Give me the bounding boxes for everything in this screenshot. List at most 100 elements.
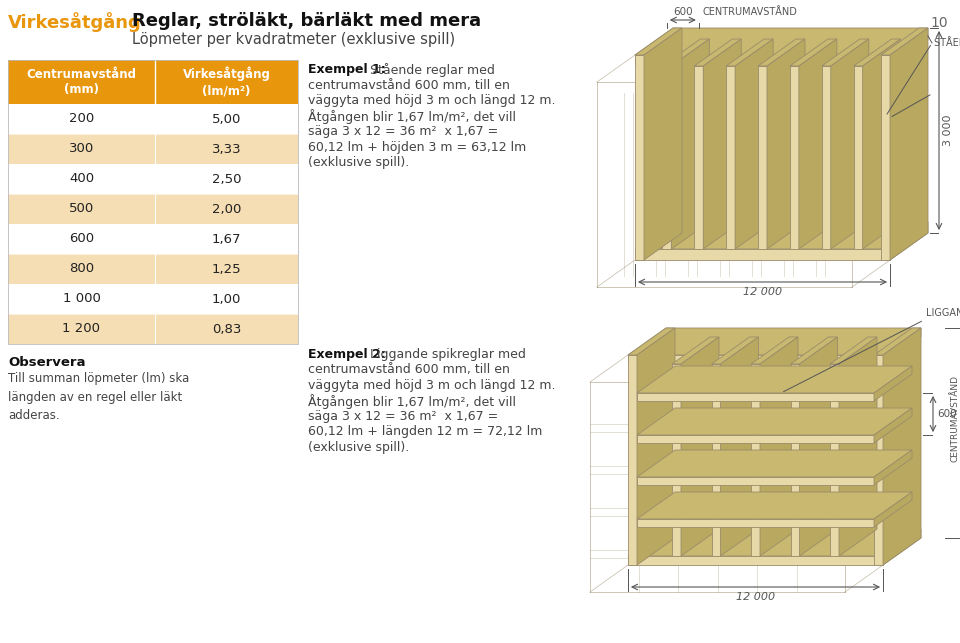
Polygon shape bbox=[635, 222, 928, 249]
Text: Åtgången blir 1,67 lm/m², det vill: Åtgången blir 1,67 lm/m², det vill bbox=[308, 395, 516, 410]
Text: 800: 800 bbox=[69, 262, 94, 275]
Polygon shape bbox=[830, 337, 877, 364]
Polygon shape bbox=[635, 55, 890, 66]
Polygon shape bbox=[839, 337, 877, 556]
Text: säga 3 x 12 = 36 m²  x 1,67 =: säga 3 x 12 = 36 m² x 1,67 = bbox=[308, 410, 498, 423]
Text: CENTRUMAVSTÅND: CENTRUMAVSTÅND bbox=[950, 376, 959, 462]
Polygon shape bbox=[890, 28, 928, 260]
Text: 600: 600 bbox=[673, 7, 692, 17]
Text: 5,00: 5,00 bbox=[212, 113, 241, 125]
Polygon shape bbox=[767, 39, 805, 249]
Text: Löpmeter per kvadratmeter (exklusive spill): Löpmeter per kvadratmeter (exklusive spi… bbox=[132, 32, 455, 47]
Text: väggyta med höjd 3 m och längd 12 m.: väggyta med höjd 3 m och längd 12 m. bbox=[308, 379, 556, 392]
Polygon shape bbox=[635, 55, 644, 260]
Polygon shape bbox=[874, 408, 912, 443]
Polygon shape bbox=[635, 249, 890, 260]
Polygon shape bbox=[863, 39, 900, 249]
Text: 300: 300 bbox=[69, 143, 94, 156]
Bar bbox=[8, 314, 298, 344]
Polygon shape bbox=[758, 66, 767, 249]
Text: (exklusive spill).: (exklusive spill). bbox=[308, 441, 409, 454]
Text: 500: 500 bbox=[69, 203, 94, 215]
Polygon shape bbox=[637, 450, 912, 477]
Polygon shape bbox=[881, 55, 890, 260]
Bar bbox=[8, 194, 298, 224]
Bar bbox=[8, 284, 298, 314]
Polygon shape bbox=[662, 39, 709, 66]
Text: 2,50: 2,50 bbox=[212, 172, 241, 185]
Polygon shape bbox=[822, 39, 869, 66]
Text: 200: 200 bbox=[69, 113, 94, 125]
Polygon shape bbox=[637, 477, 874, 485]
Polygon shape bbox=[721, 337, 758, 556]
Polygon shape bbox=[790, 337, 837, 364]
Polygon shape bbox=[830, 364, 839, 556]
Polygon shape bbox=[628, 529, 921, 556]
Text: 12 000: 12 000 bbox=[743, 287, 782, 297]
Polygon shape bbox=[883, 529, 921, 565]
Polygon shape bbox=[790, 39, 837, 66]
Polygon shape bbox=[637, 366, 912, 393]
Polygon shape bbox=[637, 435, 874, 443]
Polygon shape bbox=[800, 337, 837, 556]
Polygon shape bbox=[711, 364, 721, 556]
Text: 10: 10 bbox=[930, 16, 948, 30]
Text: STÅENDE REGEL: STÅENDE REGEL bbox=[934, 38, 960, 48]
Polygon shape bbox=[883, 328, 921, 565]
Polygon shape bbox=[635, 28, 928, 55]
Text: Åtgången blir 1,67 lm/m², det vill: Åtgången blir 1,67 lm/m², det vill bbox=[308, 109, 516, 125]
Polygon shape bbox=[726, 66, 735, 249]
Text: Liggande spikreglar med: Liggande spikreglar med bbox=[366, 348, 526, 361]
Bar bbox=[8, 254, 298, 284]
Polygon shape bbox=[628, 328, 675, 355]
Polygon shape bbox=[644, 28, 682, 260]
Text: centrumavstånd 600 mm, till en: centrumavstånd 600 mm, till en bbox=[308, 363, 510, 377]
Polygon shape bbox=[853, 66, 863, 249]
Text: 12 000: 12 000 bbox=[736, 592, 775, 602]
Text: (exklusive spill).: (exklusive spill). bbox=[308, 156, 409, 169]
Polygon shape bbox=[760, 337, 798, 556]
Polygon shape bbox=[672, 364, 681, 556]
Text: 1 000: 1 000 bbox=[62, 293, 101, 305]
Text: 1,67: 1,67 bbox=[212, 233, 241, 246]
Text: LIGGANDE SPIKREGELP: LIGGANDE SPIKREGELP bbox=[926, 308, 960, 318]
Polygon shape bbox=[628, 328, 921, 355]
Polygon shape bbox=[637, 408, 912, 435]
Polygon shape bbox=[883, 328, 921, 364]
Text: Virkesåtgång: Virkesåtgång bbox=[8, 12, 142, 32]
Text: 60,12 lm + längden 12 m = 72,12 lm: 60,12 lm + längden 12 m = 72,12 lm bbox=[308, 426, 542, 439]
Polygon shape bbox=[874, 355, 883, 565]
Polygon shape bbox=[711, 337, 758, 364]
Polygon shape bbox=[726, 39, 773, 66]
Polygon shape bbox=[628, 355, 637, 565]
Polygon shape bbox=[853, 39, 900, 66]
Polygon shape bbox=[637, 519, 874, 527]
Text: 3 000: 3 000 bbox=[943, 114, 953, 146]
Text: Observera: Observera bbox=[8, 356, 85, 369]
Polygon shape bbox=[672, 337, 719, 364]
Text: 60,12 lm + höjden 3 m = 63,12 lm: 60,12 lm + höjden 3 m = 63,12 lm bbox=[308, 141, 526, 154]
Bar bbox=[8, 134, 298, 164]
Polygon shape bbox=[830, 39, 869, 249]
Text: Till summan löpmeter (lm) ska
längden av en regel eller läkt
adderas.: Till summan löpmeter (lm) ska längden av… bbox=[8, 372, 189, 422]
Text: väggyta med höjd 3 m och längd 12 m.: väggyta med höjd 3 m och längd 12 m. bbox=[308, 94, 556, 107]
Text: 600: 600 bbox=[69, 233, 94, 246]
Polygon shape bbox=[637, 492, 912, 519]
Polygon shape bbox=[635, 28, 682, 55]
Text: 1,25: 1,25 bbox=[212, 262, 241, 275]
Text: 1 200: 1 200 bbox=[62, 323, 101, 336]
Polygon shape bbox=[662, 66, 671, 249]
Bar bbox=[8, 224, 298, 254]
Polygon shape bbox=[874, 450, 912, 485]
Text: Stående reglar med: Stående reglar med bbox=[366, 63, 494, 77]
Polygon shape bbox=[890, 222, 928, 260]
Text: centrumavstånd 600 mm, till en: centrumavstånd 600 mm, till en bbox=[308, 78, 510, 91]
Polygon shape bbox=[628, 556, 883, 565]
Text: Exempel 2:: Exempel 2: bbox=[308, 348, 386, 361]
Polygon shape bbox=[735, 39, 773, 249]
Text: 400: 400 bbox=[69, 172, 94, 185]
Polygon shape bbox=[874, 492, 912, 527]
Polygon shape bbox=[881, 28, 928, 55]
Text: 0,83: 0,83 bbox=[212, 323, 241, 336]
Text: Virkesåtgång
(lm/m²): Virkesåtgång (lm/m²) bbox=[182, 67, 271, 97]
